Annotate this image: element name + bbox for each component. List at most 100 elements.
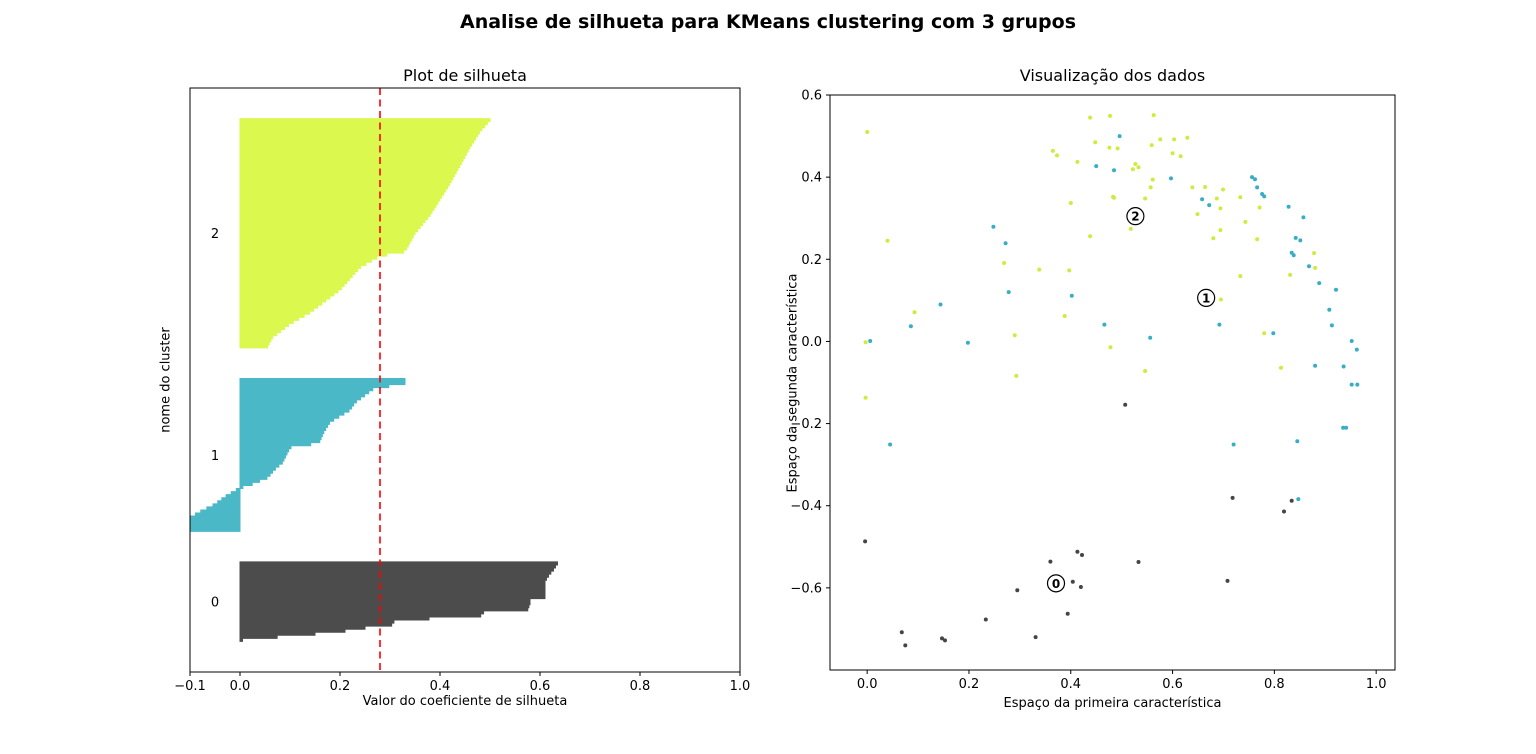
data-point xyxy=(1231,442,1236,447)
data-point xyxy=(938,302,943,307)
data-point xyxy=(1289,498,1294,503)
data-point xyxy=(1033,635,1038,640)
data-point xyxy=(1327,307,1332,312)
data-point xyxy=(1062,314,1067,318)
data-point xyxy=(1050,148,1055,153)
data-point xyxy=(1225,578,1230,583)
cluster-center-number: 0 xyxy=(1052,577,1060,591)
data-point xyxy=(1130,167,1135,172)
data-point xyxy=(1262,331,1267,336)
scatter-plot-title: Visualização dos dados xyxy=(1019,66,1206,85)
data-point xyxy=(1002,261,1007,265)
silhouette-xaxis-label: Valor do coeficiente de silhueta xyxy=(362,694,568,709)
silhouette-cluster-label: 1 xyxy=(211,449,219,464)
data-point xyxy=(863,340,868,345)
data-point xyxy=(1143,196,1148,201)
data-point xyxy=(1133,162,1138,166)
data-point xyxy=(1108,345,1113,350)
data-point xyxy=(1307,264,1311,269)
x-tick-label: 0.0 xyxy=(857,677,878,692)
data-point xyxy=(888,442,893,447)
data-point xyxy=(1211,236,1216,241)
data-point xyxy=(1037,267,1042,272)
data-point xyxy=(1298,238,1303,243)
data-point xyxy=(1117,134,1122,139)
data-point xyxy=(1218,297,1223,302)
y-tick-label: 0.2 xyxy=(801,253,822,268)
data-point xyxy=(1317,281,1322,286)
data-point xyxy=(1349,339,1354,343)
data-point xyxy=(1257,205,1262,210)
data-point xyxy=(1151,113,1156,118)
data-point xyxy=(943,638,947,643)
data-point xyxy=(1203,185,1208,189)
data-point xyxy=(865,130,870,134)
data-point xyxy=(1200,197,1205,202)
data-point xyxy=(863,395,868,400)
data-point xyxy=(1158,137,1163,142)
data-point xyxy=(1341,425,1346,430)
cluster-center-marker xyxy=(1046,574,1066,593)
data-point xyxy=(1107,145,1112,150)
data-point xyxy=(899,630,904,635)
cluster-center-marker xyxy=(1126,207,1145,226)
data-point xyxy=(1169,176,1173,181)
data-point xyxy=(1271,331,1276,336)
data-point xyxy=(1080,553,1084,557)
x-tick-label: 0.4 xyxy=(1060,677,1081,692)
x-tick-label: 0.8 xyxy=(1264,677,1285,692)
data-point xyxy=(1075,159,1080,164)
data-point xyxy=(1282,509,1286,514)
data-point xyxy=(1250,175,1254,180)
data-point xyxy=(1170,151,1175,156)
data-point xyxy=(1102,322,1107,327)
data-point xyxy=(1148,335,1153,340)
x-tick-label: 0.2 xyxy=(959,677,980,692)
data-point xyxy=(1255,237,1260,242)
data-point xyxy=(1301,215,1306,220)
x-tick-label: 0.6 xyxy=(1162,677,1183,692)
x-tick-label: 0.4 xyxy=(430,679,451,694)
data-point xyxy=(868,339,873,343)
data-point xyxy=(1112,168,1116,173)
data-point xyxy=(1313,363,1318,368)
cluster-center-marker xyxy=(1197,288,1216,307)
silhouette-plot-frame xyxy=(189,87,741,673)
data-point xyxy=(1172,137,1177,142)
x-tick-label: 0.8 xyxy=(630,679,651,694)
data-point xyxy=(1148,185,1153,190)
data-point xyxy=(1015,588,1020,593)
silhouette-cluster-0 xyxy=(239,561,558,642)
data-point xyxy=(1341,364,1346,369)
data-point xyxy=(1238,195,1243,200)
silhouette-plot-title: Plot de silhueta xyxy=(403,66,527,85)
y-tick-label: 0.6 xyxy=(801,89,822,104)
data-point xyxy=(1262,194,1267,199)
data-point xyxy=(991,224,996,229)
y-tick-label: −0.4 xyxy=(790,499,822,514)
data-point xyxy=(1253,177,1257,182)
data-point xyxy=(1238,274,1243,279)
data-point xyxy=(1048,559,1053,564)
x-tick-label: 0.2 xyxy=(330,679,351,694)
data-point xyxy=(1293,235,1298,240)
data-point xyxy=(1218,228,1223,233)
data-point xyxy=(1286,204,1291,209)
data-point xyxy=(1279,365,1283,370)
data-point xyxy=(1217,322,1222,327)
data-point xyxy=(1255,185,1260,190)
data-point xyxy=(1070,579,1075,584)
silhouette-yaxis-label: nome do cluster xyxy=(158,327,174,433)
data-point xyxy=(1288,272,1293,277)
data-point xyxy=(1068,201,1073,205)
data-point xyxy=(1003,241,1008,246)
data-point xyxy=(1149,143,1154,148)
data-point xyxy=(1128,226,1133,231)
data-point xyxy=(1088,115,1093,120)
data-point xyxy=(1230,495,1235,500)
x-tick-label: 1.0 xyxy=(1366,677,1387,692)
data-point xyxy=(1012,333,1017,338)
data-point xyxy=(1123,402,1128,407)
